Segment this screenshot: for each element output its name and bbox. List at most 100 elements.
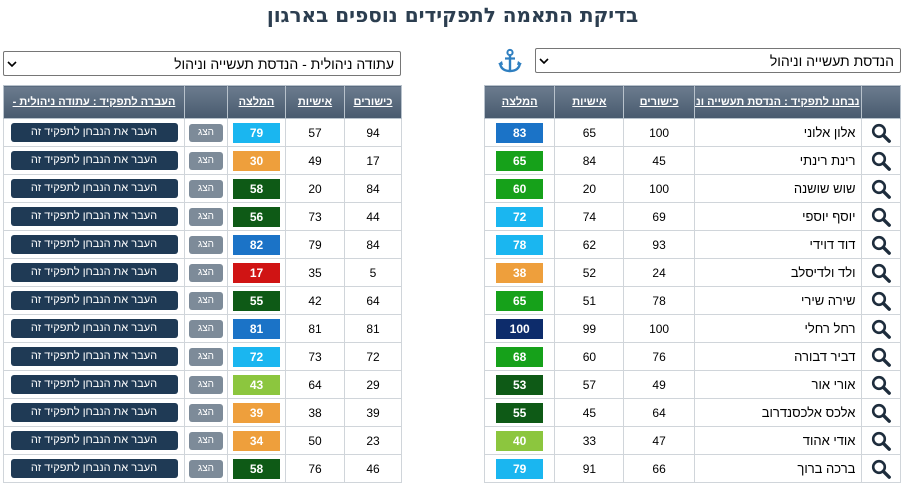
search-icon[interactable] <box>871 347 892 367</box>
personality-value: 49 <box>285 146 345 175</box>
recommendation-cell: 34 <box>227 426 286 455</box>
show-button[interactable]: הצג <box>189 207 223 226</box>
search-cell[interactable] <box>861 118 901 147</box>
search-cell[interactable] <box>861 426 901 455</box>
personality-value: 84 <box>554 146 625 175</box>
personality-value: 38 <box>285 398 345 427</box>
recommendation-cell: 30 <box>227 146 286 175</box>
search-icon[interactable] <box>871 431 892 451</box>
personality-value: 91 <box>554 454 625 483</box>
move-candidate-button[interactable]: העבר את הנבחן לתפקיד זה <box>10 151 178 170</box>
search-icon[interactable] <box>871 235 892 255</box>
recommendation-badge: 38 <box>496 262 544 283</box>
header-recommendation[interactable]: המלצה <box>483 85 556 119</box>
move-candidate-button[interactable]: העבר את הנבחן לתפקיד זה <box>10 459 178 478</box>
personality-value: 73 <box>285 342 345 371</box>
search-cell[interactable] <box>861 286 901 315</box>
header-personality[interactable]: אישיות <box>554 85 625 119</box>
search-icon[interactable] <box>871 179 892 199</box>
recommendation-badge: 81 <box>233 318 280 339</box>
move-candidate-button[interactable]: העבר את הנבחן לתפקיד זה <box>10 263 178 282</box>
recommendation-cell: 53 <box>483 370 556 399</box>
header-skills[interactable]: כישורים <box>344 85 402 119</box>
move-candidate-button[interactable]: העבר את הנבחן לתפקיד זה <box>10 123 178 142</box>
search-icon[interactable] <box>871 207 892 227</box>
search-cell[interactable] <box>861 230 901 259</box>
show-button[interactable]: הצג <box>189 431 223 450</box>
chevron-down-icon <box>536 49 552 72</box>
header-personality[interactable]: אישיות <box>285 85 345 119</box>
search-icon[interactable] <box>871 123 892 143</box>
skills-value: 17 <box>344 146 402 175</box>
skills-value: 39 <box>344 398 402 427</box>
show-cell: הצג <box>184 286 228 315</box>
table-row: 5 35 17 הצג העבר את הנבחן לתפקיד זה <box>3 258 402 287</box>
skills-value: 5 <box>344 258 402 287</box>
recommendation-badge: 65 <box>496 290 544 311</box>
show-button[interactable]: הצג <box>189 235 223 254</box>
recommendation-badge: 68 <box>496 346 544 367</box>
candidate-name: אלון אלוני <box>693 118 863 147</box>
show-button[interactable]: הצג <box>189 151 223 170</box>
show-button[interactable]: הצג <box>189 319 223 338</box>
search-cell[interactable] <box>861 370 901 399</box>
candidate-name: שוש שושנה <box>693 174 863 203</box>
chevron-down-icon <box>4 52 20 75</box>
search-icon[interactable] <box>871 151 892 171</box>
role-select-left[interactable]: עתודה ניהולית - הנדסת תעשייה וניהול <box>3 51 401 76</box>
show-button[interactable]: הצג <box>189 403 223 422</box>
search-icon[interactable] <box>871 263 892 283</box>
move-cell: העבר את הנבחן לתפקיד זה <box>3 258 185 287</box>
show-button[interactable]: הצג <box>189 347 223 366</box>
skills-value: 100 <box>623 174 695 203</box>
search-cell[interactable] <box>861 146 901 175</box>
move-candidate-button[interactable]: העבר את הנבחן לתפקיד זה <box>10 179 178 198</box>
show-button[interactable]: הצג <box>189 291 223 310</box>
personality-value: 33 <box>554 426 625 455</box>
search-cell[interactable] <box>861 202 901 231</box>
table-row: אורי אור 49 57 53 <box>483 370 901 399</box>
skills-value: 44 <box>344 202 402 231</box>
table-row: דוד דוידי 93 62 78 <box>483 230 901 259</box>
search-icon[interactable] <box>871 459 892 479</box>
role-select-right-value: הנדסת תעשייה וניהול <box>769 52 894 69</box>
move-candidate-button[interactable]: העבר את הנבחן לתפקיד זה <box>10 207 178 226</box>
header-transfer[interactable]: העברה לתפקיד : עתודה ניהולית - <box>3 85 185 119</box>
header-skills[interactable]: כישורים <box>623 85 695 119</box>
table-row: אודי אהוד 47 33 40 <box>483 426 901 455</box>
anchor-icon[interactable] <box>497 48 523 74</box>
search-icon[interactable] <box>871 375 892 395</box>
search-cell[interactable] <box>861 342 901 371</box>
move-candidate-button[interactable]: העבר את הנבחן לתפקיד זה <box>10 403 178 422</box>
show-button[interactable]: הצג <box>189 123 223 142</box>
role-select-right[interactable]: הנדסת תעשייה וניהול <box>535 48 901 73</box>
move-candidate-button[interactable]: העבר את הנבחן לתפקיד זה <box>10 431 178 450</box>
show-button[interactable]: הצג <box>189 179 223 198</box>
search-cell[interactable] <box>861 398 901 427</box>
move-candidate-button[interactable]: העבר את הנבחן לתפקיד זה <box>10 347 178 366</box>
move-candidate-button[interactable]: העבר את הנבחן לתפקיד זה <box>10 375 178 394</box>
move-candidate-button[interactable]: העבר את הנבחן לתפקיד זה <box>10 235 178 254</box>
search-icon[interactable] <box>871 403 892 423</box>
show-button[interactable]: הצג <box>189 263 223 282</box>
move-candidate-button[interactable]: העבר את הנבחן לתפקיד זה <box>10 319 178 338</box>
table-row: יוסף יוספי 69 74 72 <box>483 202 901 231</box>
search-cell[interactable] <box>861 174 901 203</box>
show-cell: הצג <box>184 314 228 343</box>
search-icon[interactable] <box>871 291 892 311</box>
recommendation-cell: 55 <box>227 286 286 315</box>
show-button[interactable]: הצג <box>189 459 223 478</box>
move-candidate-button[interactable]: העבר את הנבחן לתפקיד זה <box>10 291 178 310</box>
search-icon[interactable] <box>871 319 892 339</box>
recommendation-badge: 55 <box>233 290 280 311</box>
recommendation-badge: 58 <box>233 458 280 479</box>
table-row: 84 20 58 הצג העבר את הנבחן לתפקיד זה <box>3 174 402 203</box>
search-cell[interactable] <box>861 314 901 343</box>
recommendation-badge: 55 <box>496 402 544 423</box>
header-recommendation[interactable]: המלצה <box>227 85 286 119</box>
search-cell[interactable] <box>861 454 901 483</box>
candidate-name: שירה שירי <box>693 286 863 315</box>
show-button[interactable]: הצג <box>189 375 223 394</box>
header-name[interactable]: נבחנו לתפקיד : הנדסת תעשייה וניהול <box>693 85 863 119</box>
search-cell[interactable] <box>861 258 901 287</box>
